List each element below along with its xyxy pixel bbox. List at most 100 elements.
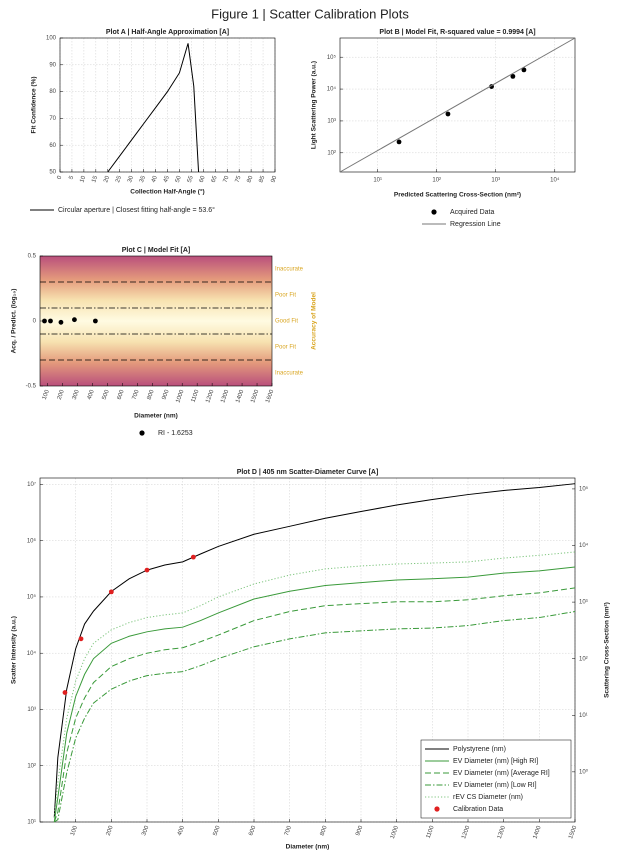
plot-title: Plot B | Model Fit, R-squared value = 0.… <box>379 29 535 36</box>
y-tick-label: 10³ <box>27 707 36 713</box>
y2-tick-label: 10⁵ <box>579 486 589 493</box>
plot-frame <box>59 37 276 173</box>
legend-label: Acquired Data <box>450 209 494 216</box>
x-tick-label: 700 <box>284 825 293 837</box>
figure-title: Figure 1 | Scatter Calibration Plots <box>211 6 409 21</box>
x-tick-label: 90 <box>270 175 278 184</box>
x-tick-label: 30 <box>127 175 135 184</box>
y-axis-label: Scatter Intensity (a.u.) <box>11 616 18 684</box>
y-tick-label: 10² <box>27 763 36 769</box>
x-tick-label: 1000 <box>390 825 400 840</box>
x-tick-label: 1100 <box>426 825 436 840</box>
data-line <box>53 611 576 823</box>
x-tick-label: 100 <box>42 389 51 401</box>
y2-axis-label: Scattering Cross-Section (nm²) <box>604 602 611 698</box>
legend-box <box>420 739 572 819</box>
y-tick-label: 100 <box>46 36 57 42</box>
legend-marker <box>139 430 145 436</box>
zone-axis-label: Accuracy of Model <box>311 292 318 350</box>
y-tick-label: 80 <box>49 89 56 95</box>
data-line <box>53 483 576 818</box>
plot-title: Plot A | Half-Angle Approximation [A] <box>106 29 229 36</box>
x-tick-label: 75 <box>235 175 243 184</box>
y-tick-label: 10⁴ <box>327 86 337 93</box>
legend-label: Calibration Data <box>453 806 503 813</box>
y-tick-label: 50 <box>49 170 56 176</box>
x-tick-label: 1500 <box>568 825 578 840</box>
x-tick-label: 65 <box>211 175 219 184</box>
x-tick-label: 800 <box>320 825 329 837</box>
x-tick-label: 900 <box>355 825 364 837</box>
legend-marker <box>431 209 437 215</box>
legend-label: Regression Line <box>450 221 501 228</box>
data-point <box>144 567 150 573</box>
data-point <box>72 317 77 323</box>
x-tick-label: 1400 <box>235 389 245 404</box>
x-tick-label: 10¹ <box>373 178 382 184</box>
legend-label: Polystyrene (nm) <box>453 746 506 753</box>
x-tick-label: 10² <box>432 178 441 184</box>
zone-background <box>40 256 272 386</box>
x-tick-label: 40 <box>151 175 159 184</box>
x-tick-label: 1600 <box>265 389 275 404</box>
plot-title: Plot C | Model Fit [A] <box>122 247 190 254</box>
y-tick-label: -0.5 <box>26 384 37 390</box>
y-axis-label: Light Scattering Power (a.u.) <box>311 61 318 149</box>
x-tick-label: 600 <box>248 825 257 837</box>
data-point <box>445 111 451 117</box>
x-tick-label: 0 <box>57 175 64 181</box>
y-tick-label: 10⁵ <box>27 594 37 601</box>
data-line <box>53 566 576 823</box>
x-axis-label: Diameter (nm) <box>286 844 330 851</box>
plot-frame <box>39 255 273 387</box>
x-tick-label: 5 <box>69 175 76 181</box>
data-point <box>62 690 68 695</box>
x-axis-label: Collection Half-Angle (°) <box>130 188 204 196</box>
x-tick-label: 600 <box>117 389 126 401</box>
zone-label: Poor Fit <box>275 293 296 299</box>
x-tick-label: 25 <box>115 175 123 184</box>
data-line <box>107 43 200 173</box>
x-tick-label: 1200 <box>205 389 215 404</box>
x-tick-label: 1300 <box>497 825 507 840</box>
x-tick-label: 70 <box>223 175 231 184</box>
x-tick-label: 1300 <box>220 389 230 404</box>
y2-tick-label: 10⁴ <box>579 542 589 549</box>
x-tick-label: 900 <box>162 389 171 401</box>
x-axis-label: Predicted Scattering Cross-Section (nm²) <box>394 192 521 199</box>
x-tick-label: 15 <box>91 175 99 184</box>
data-point <box>190 554 196 560</box>
data-point <box>78 636 84 642</box>
zone-label: Inaccurate <box>275 371 304 377</box>
y-tick-label: 10³ <box>327 119 336 125</box>
x-tick-label: 1100 <box>190 389 200 404</box>
data-point <box>42 318 47 324</box>
zone-label: Poor Fit <box>275 345 296 351</box>
data-point <box>108 589 114 595</box>
legend-label: EV Diameter (nm) [Low RI] <box>453 782 537 789</box>
legend-label: EV Diameter (nm) [Average RI] <box>453 770 550 777</box>
y2-tick-label: 10¹ <box>579 713 588 719</box>
x-tick-label: 1000 <box>175 389 185 404</box>
x-tick-label: 700 <box>132 389 141 401</box>
zone-label: Good Fit <box>275 319 298 325</box>
x-tick-label: 200 <box>106 825 115 837</box>
x-axis-label: Diameter (nm) <box>134 413 178 420</box>
x-tick-label: 500 <box>213 825 222 837</box>
y2-tick-label: 10² <box>579 656 588 662</box>
plot-frame <box>339 37 576 173</box>
y-tick-label: 10¹ <box>27 820 36 826</box>
data-line <box>339 37 576 173</box>
x-tick-label: 20 <box>103 175 111 184</box>
x-tick-label: 1400 <box>532 825 542 840</box>
data-point <box>92 318 98 324</box>
x-tick-label: 500 <box>102 389 111 401</box>
data-line <box>53 551 576 818</box>
y-tick-label: 10⁶ <box>27 537 37 544</box>
x-tick-label: 35 <box>139 175 147 184</box>
y-tick-label: 10² <box>327 150 336 156</box>
zone-label: Inaccurate <box>275 267 304 273</box>
y-tick-label: 90 <box>49 62 56 68</box>
legend-label: rEV CS Diameter (nm) <box>453 794 523 801</box>
x-tick-label: 400 <box>177 825 186 837</box>
